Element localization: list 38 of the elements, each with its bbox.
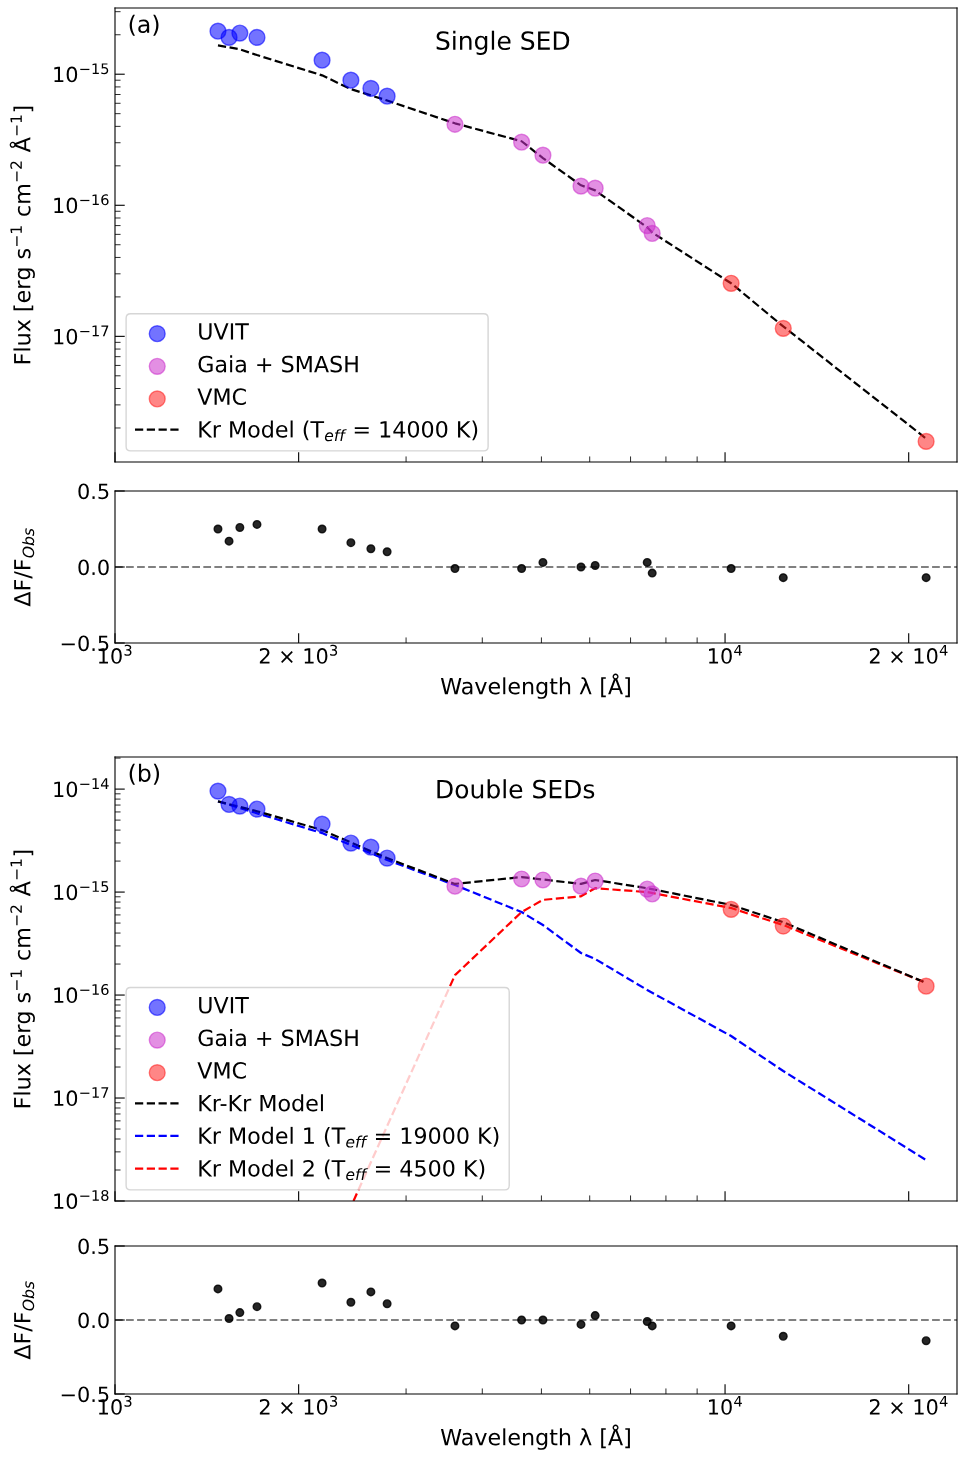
legend-label: Kr Model 2 (T$_{eff}$ = 4500 K) [199, 1159, 485, 1181]
y-tick-label: 0.0 [78, 1312, 109, 1329]
y-tick-label: 10$^{−15}$ [54, 63, 109, 83]
y-tick-label: 10$^{−14}$ [54, 778, 109, 798]
x-tick-label: 2 × 10$^{4}$ [869, 644, 948, 664]
y-tick-label: 10$^{−16}$ [54, 984, 109, 1004]
legend-label: UVIT [199, 323, 249, 340]
legend-label: Kr Model (T$_{eff}$ = 14000 K) [199, 420, 478, 442]
x-tick-label: 10$^{4}$ [709, 644, 742, 664]
x-axis-title: Wavelength λ [Å] [440, 673, 630, 699]
y-axis-title: ΔF/F$_{Obs}$ [14, 528, 35, 607]
legend-label: Kr-Kr Model [199, 1094, 323, 1112]
text: Double SEDs [437, 779, 595, 799]
x-tick-label: 10$^{4}$ [709, 1395, 742, 1415]
y-tick-label: 10$^{−17}$ [54, 325, 109, 345]
legend-label: Gaia + SMASH [198, 1029, 358, 1047]
y-tick-label: 10$^{−18}$ [54, 1189, 109, 1210]
legend-label: Kr Model 1 (T$_{eff}$ = 19000 K) [199, 1126, 499, 1148]
annotation: (b) [129, 763, 160, 785]
y-tick-label: 0.5 [78, 1238, 109, 1255]
x-axis-title: Wavelength λ [Å] [440, 1424, 630, 1450]
legend-label: VMC [197, 388, 246, 406]
y-tick-label: 10$^{−16}$ [54, 194, 109, 214]
legend-label: Gaia + SMASH [198, 355, 358, 373]
y-axis-title: Flux [erg s$^{−1}$ cm$^{−2}$ Å$^{−1}$] [9, 850, 35, 1108]
x-tick-label: 2 × 10$^{3}$ [259, 644, 338, 664]
y-axis-title: ΔF/F$_{Obs}$ [14, 1281, 35, 1360]
annotation: (a) [129, 14, 159, 36]
legend-label: VMC [197, 1062, 246, 1079]
x-tick-label: 2 × 10$^{4}$ [869, 1395, 948, 1415]
y-axis-title: Flux [erg s$^{−1}$ cm$^{−2}$ Å$^{−1}$] [9, 106, 35, 364]
x-tick-label: 2 × 10$^{3}$ [259, 1395, 338, 1415]
legend-label: UVIT [199, 997, 249, 1014]
y-tick-label: 10$^{−15}$ [54, 881, 109, 901]
y-tick-label: 0.0 [78, 559, 109, 576]
text: Single SED [436, 30, 570, 55]
y-tick-label: 0.5 [78, 483, 109, 500]
y-tick-label: 10$^{−17}$ [54, 1087, 109, 1107]
